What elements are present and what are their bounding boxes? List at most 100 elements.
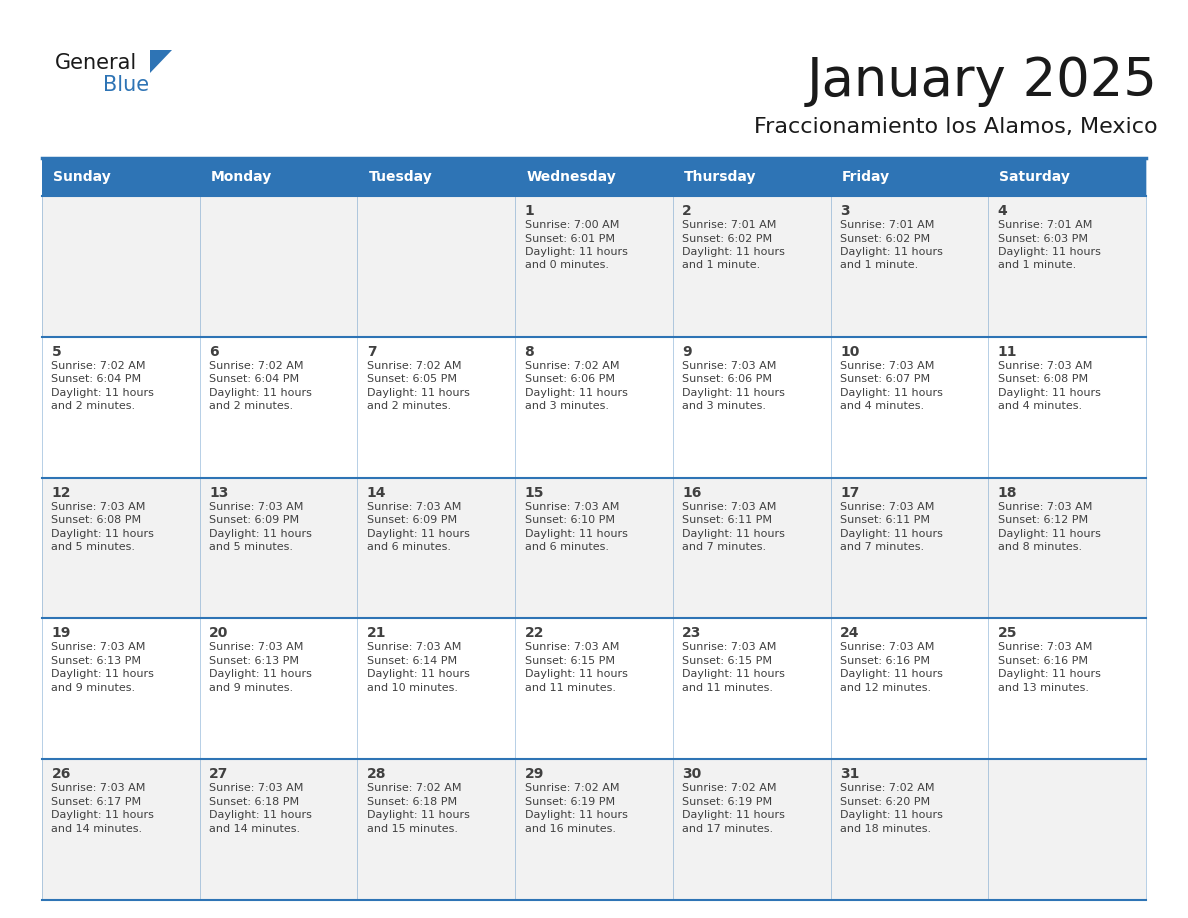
Text: and 1 minute.: and 1 minute.	[682, 261, 760, 271]
Text: Daylight: 11 hours: Daylight: 11 hours	[525, 529, 627, 539]
Text: Sunset: 6:18 PM: Sunset: 6:18 PM	[209, 797, 299, 807]
Text: and 14 minutes.: and 14 minutes.	[209, 823, 301, 834]
Text: Sunset: 6:13 PM: Sunset: 6:13 PM	[51, 655, 141, 666]
Text: Sunrise: 7:03 AM: Sunrise: 7:03 AM	[840, 643, 935, 653]
Text: Sunrise: 7:02 AM: Sunrise: 7:02 AM	[367, 783, 461, 793]
Text: 25: 25	[998, 626, 1017, 641]
Text: and 13 minutes.: and 13 minutes.	[998, 683, 1088, 693]
Text: Daylight: 11 hours: Daylight: 11 hours	[682, 811, 785, 820]
Text: 5: 5	[51, 345, 62, 359]
Text: Daylight: 11 hours: Daylight: 11 hours	[682, 247, 785, 257]
Text: Sunrise: 7:03 AM: Sunrise: 7:03 AM	[998, 361, 1092, 371]
Text: Sunset: 6:20 PM: Sunset: 6:20 PM	[840, 797, 930, 807]
Text: Sunset: 6:13 PM: Sunset: 6:13 PM	[209, 655, 299, 666]
Text: Sunset: 6:15 PM: Sunset: 6:15 PM	[525, 655, 614, 666]
Text: and 4 minutes.: and 4 minutes.	[998, 401, 1082, 411]
Text: Daylight: 11 hours: Daylight: 11 hours	[525, 247, 627, 257]
Text: 12: 12	[51, 486, 71, 499]
Text: Daylight: 11 hours: Daylight: 11 hours	[525, 811, 627, 820]
Text: 9: 9	[682, 345, 691, 359]
Text: and 5 minutes.: and 5 minutes.	[51, 543, 135, 552]
Text: Daylight: 11 hours: Daylight: 11 hours	[367, 811, 469, 820]
Text: Daylight: 11 hours: Daylight: 11 hours	[840, 247, 943, 257]
Text: and 6 minutes.: and 6 minutes.	[367, 543, 451, 552]
Text: Daylight: 11 hours: Daylight: 11 hours	[51, 811, 154, 820]
Text: Sunrise: 7:01 AM: Sunrise: 7:01 AM	[682, 220, 777, 230]
Text: Daylight: 11 hours: Daylight: 11 hours	[51, 529, 154, 539]
Text: Sunrise: 7:03 AM: Sunrise: 7:03 AM	[367, 501, 461, 511]
Bar	[42, 196, 1146, 337]
Text: 31: 31	[840, 767, 859, 781]
Text: 10: 10	[840, 345, 859, 359]
Text: 11: 11	[998, 345, 1017, 359]
Text: Daylight: 11 hours: Daylight: 11 hours	[840, 529, 943, 539]
Text: Sunrise: 7:03 AM: Sunrise: 7:03 AM	[209, 643, 304, 653]
Text: Sunrise: 7:03 AM: Sunrise: 7:03 AM	[51, 643, 146, 653]
Text: 24: 24	[840, 626, 860, 641]
Text: Sunset: 6:08 PM: Sunset: 6:08 PM	[51, 515, 141, 525]
Text: 16: 16	[682, 486, 702, 499]
Text: Wednesday: Wednesday	[526, 170, 615, 184]
Text: and 10 minutes.: and 10 minutes.	[367, 683, 457, 693]
Text: and 18 minutes.: and 18 minutes.	[840, 823, 931, 834]
Text: Sunrise: 7:03 AM: Sunrise: 7:03 AM	[525, 643, 619, 653]
Text: and 9 minutes.: and 9 minutes.	[51, 683, 135, 693]
Text: Saturday: Saturday	[999, 170, 1070, 184]
Text: 3: 3	[840, 204, 849, 218]
Text: 19: 19	[51, 626, 71, 641]
Text: Sunrise: 7:03 AM: Sunrise: 7:03 AM	[367, 643, 461, 653]
Text: and 2 minutes.: and 2 minutes.	[367, 401, 451, 411]
Text: Daylight: 11 hours: Daylight: 11 hours	[840, 811, 943, 820]
Text: Sunset: 6:17 PM: Sunset: 6:17 PM	[51, 797, 141, 807]
Text: Daylight: 11 hours: Daylight: 11 hours	[682, 387, 785, 397]
Text: Sunset: 6:19 PM: Sunset: 6:19 PM	[682, 797, 772, 807]
Text: Thursday: Thursday	[684, 170, 757, 184]
Text: and 7 minutes.: and 7 minutes.	[682, 543, 766, 552]
Text: Daylight: 11 hours: Daylight: 11 hours	[209, 811, 312, 820]
Text: and 11 minutes.: and 11 minutes.	[682, 683, 773, 693]
Text: 7: 7	[367, 345, 377, 359]
Text: Sunset: 6:07 PM: Sunset: 6:07 PM	[840, 375, 930, 385]
Text: and 1 minute.: and 1 minute.	[840, 261, 918, 271]
Text: Sunrise: 7:03 AM: Sunrise: 7:03 AM	[998, 643, 1092, 653]
Text: and 8 minutes.: and 8 minutes.	[998, 543, 1082, 552]
Text: Sunset: 6:03 PM: Sunset: 6:03 PM	[998, 233, 1088, 243]
Text: Sunrise: 7:02 AM: Sunrise: 7:02 AM	[51, 361, 146, 371]
Text: and 7 minutes.: and 7 minutes.	[840, 543, 924, 552]
Text: Sunset: 6:01 PM: Sunset: 6:01 PM	[525, 233, 614, 243]
Text: Daylight: 11 hours: Daylight: 11 hours	[367, 387, 469, 397]
Text: Daylight: 11 hours: Daylight: 11 hours	[367, 529, 469, 539]
Text: Sunset: 6:14 PM: Sunset: 6:14 PM	[367, 655, 457, 666]
Text: Sunrise: 7:03 AM: Sunrise: 7:03 AM	[682, 501, 777, 511]
Text: Tuesday: Tuesday	[368, 170, 432, 184]
Text: Sunset: 6:19 PM: Sunset: 6:19 PM	[525, 797, 614, 807]
Text: Sunrise: 7:03 AM: Sunrise: 7:03 AM	[840, 501, 935, 511]
Text: Daylight: 11 hours: Daylight: 11 hours	[682, 529, 785, 539]
Text: Sunrise: 7:03 AM: Sunrise: 7:03 AM	[525, 501, 619, 511]
Text: General: General	[55, 53, 138, 73]
Text: and 3 minutes.: and 3 minutes.	[525, 401, 608, 411]
Text: 22: 22	[525, 626, 544, 641]
Text: and 12 minutes.: and 12 minutes.	[840, 683, 931, 693]
Text: Sunset: 6:10 PM: Sunset: 6:10 PM	[525, 515, 614, 525]
Text: Sunrise: 7:02 AM: Sunrise: 7:02 AM	[525, 783, 619, 793]
Text: Sunrise: 7:03 AM: Sunrise: 7:03 AM	[840, 361, 935, 371]
Text: 30: 30	[682, 767, 702, 781]
Text: Sunrise: 7:02 AM: Sunrise: 7:02 AM	[525, 361, 619, 371]
Text: Sunrise: 7:03 AM: Sunrise: 7:03 AM	[682, 361, 777, 371]
Text: Sunset: 6:11 PM: Sunset: 6:11 PM	[840, 515, 930, 525]
Bar	[42, 759, 1146, 900]
Text: Sunrise: 7:02 AM: Sunrise: 7:02 AM	[367, 361, 461, 371]
Text: and 16 minutes.: and 16 minutes.	[525, 823, 615, 834]
Text: 27: 27	[209, 767, 228, 781]
Bar	[42, 477, 1146, 619]
Text: 14: 14	[367, 486, 386, 499]
Text: and 6 minutes.: and 6 minutes.	[525, 543, 608, 552]
Text: Daylight: 11 hours: Daylight: 11 hours	[840, 669, 943, 679]
Text: Sunset: 6:16 PM: Sunset: 6:16 PM	[840, 655, 930, 666]
Text: January 2025: January 2025	[807, 55, 1158, 107]
Bar	[42, 337, 1146, 477]
Text: Sunset: 6:09 PM: Sunset: 6:09 PM	[367, 515, 457, 525]
Text: Sunrise: 7:03 AM: Sunrise: 7:03 AM	[682, 643, 777, 653]
Text: 28: 28	[367, 767, 386, 781]
